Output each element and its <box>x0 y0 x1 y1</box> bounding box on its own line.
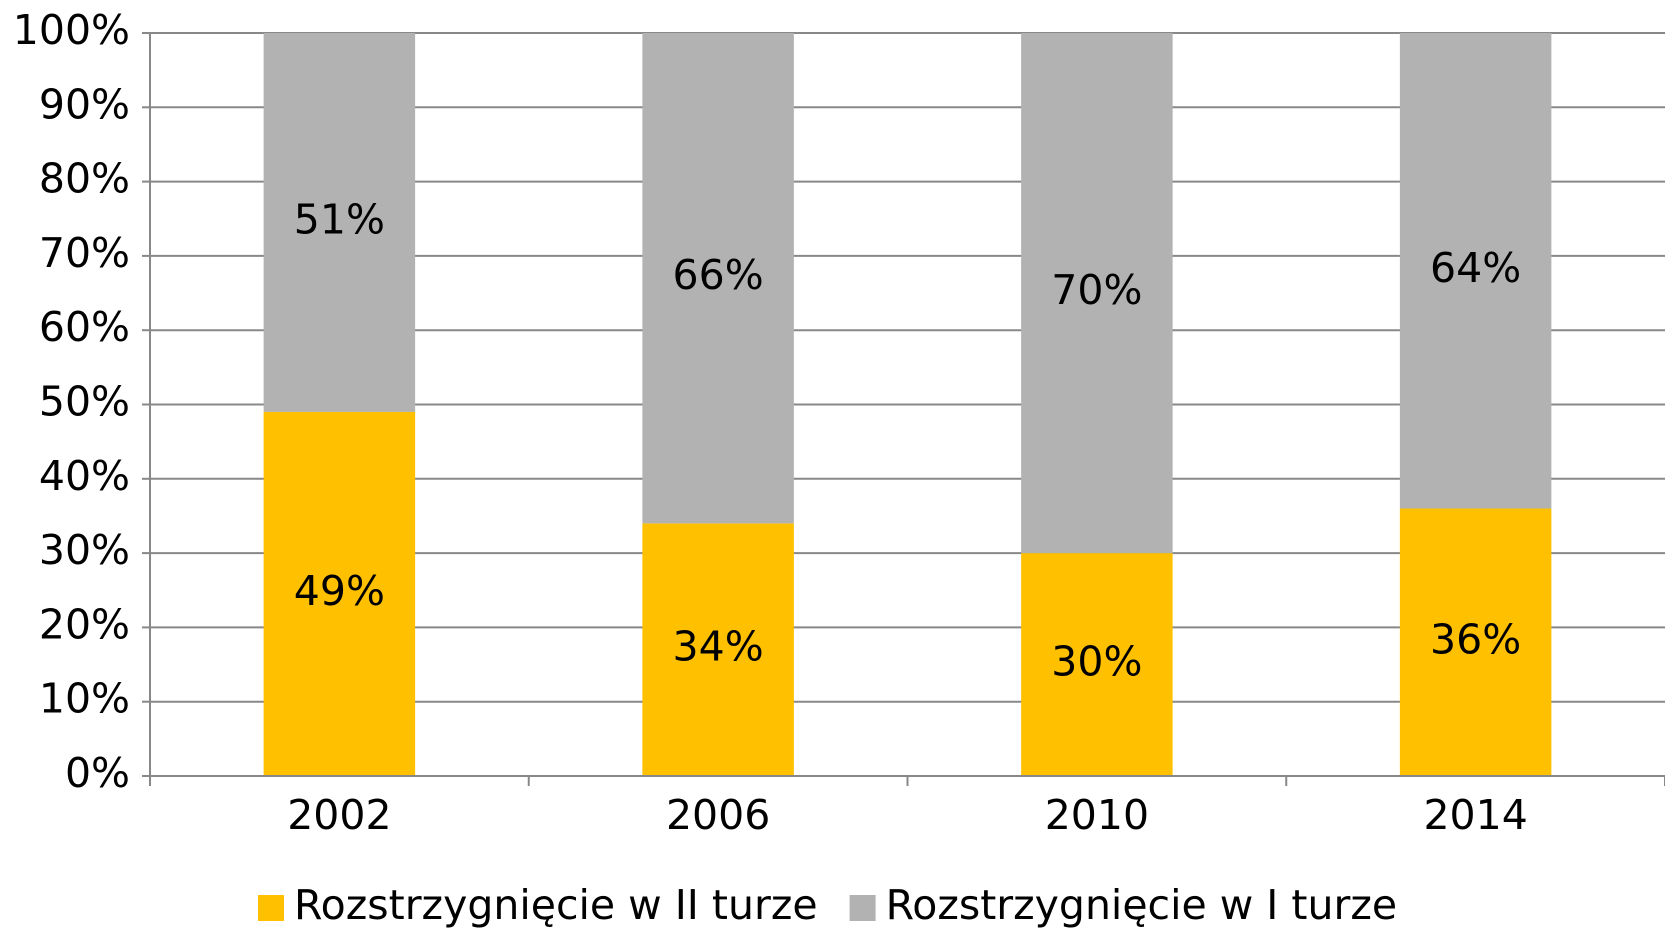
data-label: 36% <box>1430 615 1521 663</box>
x-tick-label: 2014 <box>1423 791 1527 839</box>
data-label: 66% <box>673 251 764 299</box>
bar-segment <box>642 33 794 524</box>
y-tick-label: 30% <box>39 526 130 574</box>
data-label: 49% <box>294 567 385 615</box>
y-tick-label: 100% <box>13 6 130 54</box>
data-label: 70% <box>1051 266 1142 314</box>
y-tick-label: 70% <box>39 229 130 277</box>
data-label: 30% <box>1051 638 1142 686</box>
x-tick-label: 2002 <box>287 791 391 839</box>
bar-segment <box>1021 33 1173 554</box>
bar-segment <box>1399 33 1552 509</box>
x-tick-label: 2006 <box>666 791 770 839</box>
legend-label: Rozstrzygnięcie w II turze <box>294 881 818 929</box>
y-tick-label: 0% <box>65 749 130 797</box>
y-tick-label: 10% <box>39 675 130 723</box>
bar-segment <box>263 33 416 412</box>
x-tick-label: 2010 <box>1045 791 1149 839</box>
y-tick-label: 80% <box>39 155 130 203</box>
y-tick-label: 50% <box>39 378 130 426</box>
data-label: 51% <box>294 195 385 243</box>
y-tick-label: 60% <box>39 303 130 351</box>
bar-segment <box>1021 553 1173 776</box>
y-tick-label: 90% <box>39 80 130 128</box>
y-tick-label: 20% <box>39 600 130 648</box>
legend-swatch <box>258 895 284 921</box>
bar-segment <box>263 411 416 776</box>
data-label: 64% <box>1430 244 1521 292</box>
legend-swatch <box>849 895 876 921</box>
bar-segment <box>1399 508 1552 776</box>
bar-segment <box>642 523 794 776</box>
legend-label: Rozstrzygnięcie w I turze <box>886 881 1398 929</box>
y-tick-label: 40% <box>39 452 130 500</box>
data-label: 34% <box>673 623 764 671</box>
